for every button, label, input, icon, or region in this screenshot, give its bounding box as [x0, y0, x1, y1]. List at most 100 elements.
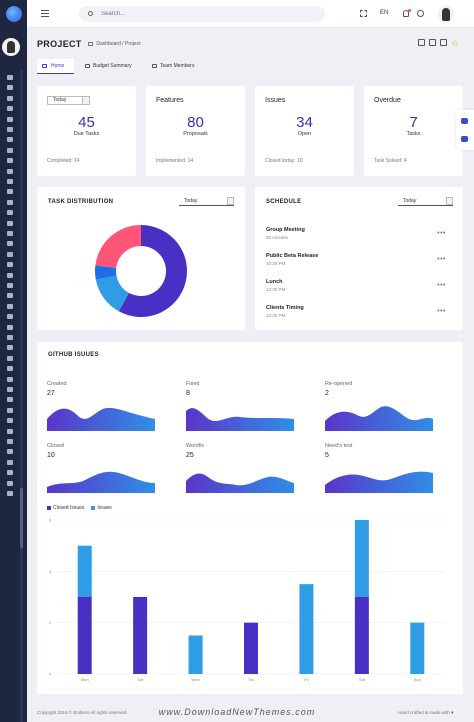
bar-issues[interactable]	[77, 545, 92, 597]
tab-home[interactable]: Home	[37, 59, 74, 74]
bar-issues[interactable]	[410, 622, 425, 674]
donut-slice[interactable]	[95, 275, 129, 312]
bar-issues[interactable]	[354, 520, 369, 597]
sidebar-blog-icon[interactable]	[7, 407, 13, 413]
header-actions: ☆	[418, 39, 463, 48]
schedule-item-time: 10:30 PM	[266, 261, 286, 266]
sidebar	[0, 0, 27, 722]
search-input[interactable]	[101, 8, 311, 20]
sidebar-forms-icon[interactable]	[7, 179, 13, 184]
sidebar-editors-icon[interactable]	[7, 241, 13, 247]
more-options-icon[interactable]: •••	[437, 282, 446, 289]
more-options-icon[interactable]: •••	[437, 256, 446, 263]
star-icon[interactable]: ☆	[451, 38, 460, 48]
sidebar-coming-soon-icon[interactable]	[7, 439, 13, 444]
schedule-item[interactable]: Clients Timing 12:30 PM •••	[266, 305, 446, 325]
chat-icon[interactable]	[417, 10, 424, 17]
due-tasks-period-select[interactable]: Today	[47, 96, 90, 105]
sidebar-jobs-icon[interactable]	[7, 303, 13, 309]
tab-team-members[interactable]: Team Members	[152, 59, 194, 74]
schedule-title: SCHEDULE	[266, 199, 302, 205]
bar-closed-issues[interactable]	[244, 622, 258, 674]
message-icon[interactable]	[440, 39, 447, 46]
sidebar-gallery-icon[interactable]	[7, 397, 13, 403]
schedule-item[interactable]: Public Beta Release 10:30 PM •••	[266, 253, 446, 273]
sidebar-buttons-icon[interactable]	[7, 168, 13, 174]
menu-toggle-icon[interactable]	[41, 10, 49, 17]
github-issues-title: GITHUB ISUUES	[48, 352, 99, 358]
sidebar-maintenance-icon[interactable]	[7, 428, 13, 434]
breadcrumb-project: Project	[125, 41, 141, 47]
schedule-item[interactable]: Group Meeting 30 minutes •••	[266, 227, 446, 247]
sidebar-mega-menu-icon[interactable]	[7, 470, 13, 476]
sidebar-calendar-icon[interactable]	[7, 262, 13, 268]
sidebar-learning-icon[interactable]	[7, 314, 13, 320]
mail-icon[interactable]	[429, 39, 436, 46]
sidebar-icons-icon[interactable]	[7, 158, 13, 164]
home-icon[interactable]	[88, 41, 93, 46]
calendar-icon[interactable]	[418, 39, 425, 46]
issues-bar-chart: 0 2 4 6 Mon Tue Wed Thu Fri Sat Sun	[49, 518, 445, 682]
chevron-down-icon	[82, 97, 89, 104]
more-options-icon[interactable]: •••	[437, 308, 446, 315]
sidebar-timeline-icon[interactable]	[7, 210, 13, 216]
logo-icon[interactable]	[6, 6, 22, 22]
sidebar-apps-icon[interactable]	[7, 106, 13, 112]
task-distribution-period-select[interactable]: Today	[179, 197, 234, 206]
sidebar-cards-icon[interactable]	[7, 199, 13, 205]
sidebar-sample-page-icon[interactable]	[7, 387, 13, 392]
sidebar-contact-icon[interactable]	[7, 491, 13, 496]
sidebar-social-icon[interactable]	[7, 293, 13, 299]
sidebar-widgets-icon[interactable]	[7, 85, 13, 91]
schedule-item[interactable]: Lunch 12:30 PM •••	[266, 279, 446, 299]
sidebar-knowledge-icon[interactable]	[7, 324, 13, 330]
footer-made-with: Hand crafted & made with ♥	[398, 710, 454, 715]
language-select[interactable]: EN	[380, 10, 389, 16]
schedule-period-select[interactable]: Today	[398, 197, 453, 206]
customizer-icon[interactable]	[461, 136, 468, 142]
stat-card-features: Features 80 Proposals Implemented: 14	[146, 86, 245, 176]
sidebar-authentication-icon[interactable]	[7, 449, 13, 455]
sidebar-layout-icon[interactable]	[7, 95, 13, 101]
fullscreen-icon[interactable]	[360, 10, 367, 17]
sidebar-builders-icon[interactable]	[7, 137, 13, 143]
donut-slice[interactable]	[95, 265, 117, 280]
sidebar-scrollbar[interactable]	[20, 488, 23, 548]
sidebar-tables-icon[interactable]	[7, 189, 13, 195]
sidebar-error-page-icon[interactable]	[7, 459, 13, 465]
donut-slice[interactable]	[95, 225, 141, 268]
sidebar-chat-icon[interactable]	[7, 283, 13, 288]
search-box[interactable]	[79, 6, 325, 22]
sidebar-animation-icon[interactable]	[7, 147, 13, 153]
sidebar-ui-kits-icon[interactable]	[7, 116, 13, 122]
sidebar-email-icon[interactable]	[7, 272, 13, 278]
sidebar-dashboard-icon[interactable]	[7, 75, 13, 80]
user-avatar[interactable]	[438, 5, 454, 23]
bar-closed-issues[interactable]	[354, 597, 369, 674]
sidebar-document-icon[interactable]	[7, 480, 13, 486]
tab-budget-summary[interactable]: Budget Summary	[85, 59, 132, 74]
schedule-item-title: Public Beta Release	[266, 253, 319, 259]
sidebar-pricing-icon[interactable]	[7, 376, 13, 382]
gh-sparkline	[47, 407, 155, 431]
donut-slice[interactable]	[118, 225, 188, 317]
bar-issues[interactable]	[188, 635, 203, 675]
sidebar-charts-icon[interactable]	[7, 220, 13, 226]
breadcrumb-dashboard[interactable]: Dashboard	[96, 41, 121, 47]
sidebar-avatar[interactable]	[2, 38, 20, 56]
settings-icon[interactable]	[461, 118, 468, 124]
bar-closed-issues[interactable]	[133, 597, 148, 674]
bar-closed-issues[interactable]	[77, 597, 92, 674]
notification-bell-icon[interactable]	[403, 9, 411, 17]
sidebar-ecommerce-icon[interactable]	[7, 366, 13, 372]
sidebar-maps-icon[interactable]	[7, 231, 13, 236]
sidebar-users-icon[interactable]	[7, 251, 13, 257]
sidebar-support-icon[interactable]	[7, 345, 13, 351]
sidebar-search-icon[interactable]	[7, 418, 13, 424]
sidebar-to-do-icon[interactable]	[7, 355, 13, 361]
sidebar-faq-icon[interactable]	[7, 335, 13, 340]
more-options-icon[interactable]: •••	[437, 230, 446, 237]
bar-chart-legend: Closed Issues Issues	[47, 505, 112, 511]
sidebar-bonus-ui-icon[interactable]	[7, 127, 13, 132]
bar-issues[interactable]	[299, 584, 314, 674]
